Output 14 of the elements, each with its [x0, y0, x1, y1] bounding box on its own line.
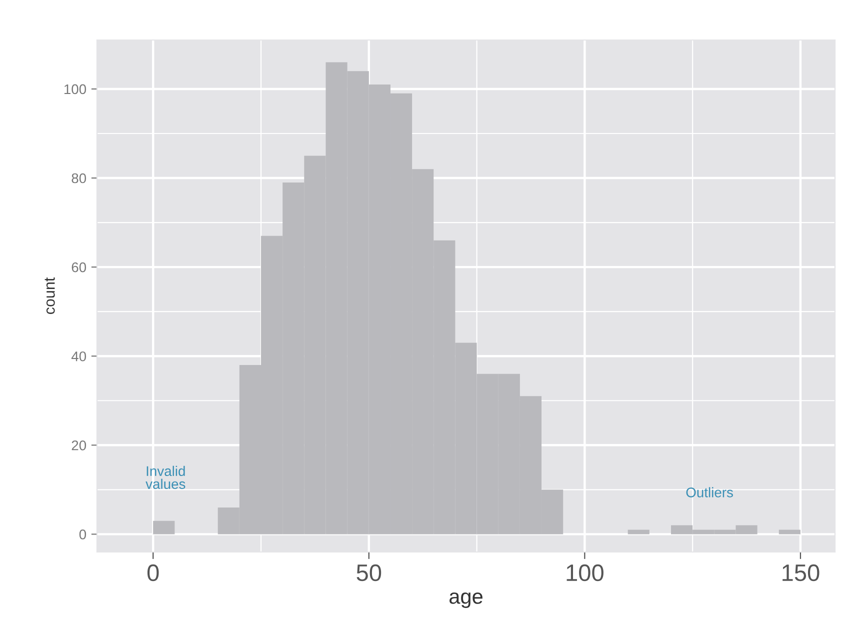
y-tick-label: 60 [72, 262, 86, 272]
y-tick-label: 20 [72, 440, 86, 450]
annotation: Outliers [686, 487, 733, 498]
y-tick-label: 40 [71, 351, 86, 362]
y-tick-label: 100 [64, 84, 86, 94]
x-axis-title: age [450, 592, 482, 608]
x-tick-label: 50 [356, 564, 382, 582]
y-axis-title: count [44, 277, 55, 314]
x-tick-label: 150 [782, 564, 820, 582]
x-tick-label: 100 [566, 564, 604, 582]
y-tick-label: 0 [79, 530, 86, 540]
y-tick-label: 80 [72, 173, 86, 184]
annotation: Invalid values [146, 466, 186, 489]
x-tick-label: 0 [147, 564, 159, 582]
